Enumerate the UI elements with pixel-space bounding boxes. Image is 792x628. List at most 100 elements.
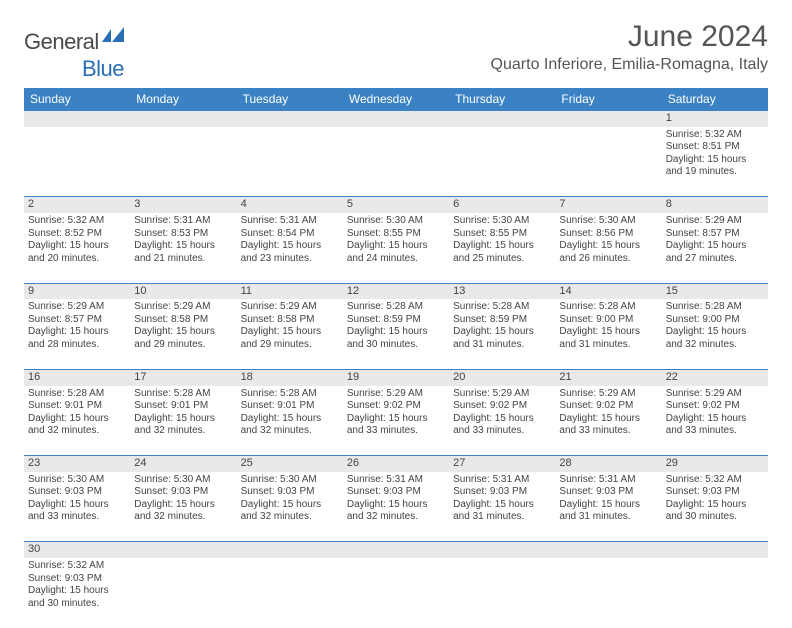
daylight-line-2: and 32 minutes. (666, 339, 764, 352)
sunrise-line: Sunrise: 5:31 AM (559, 474, 657, 487)
day-body-cell: Sunrise: 5:28 AMSunset: 9:00 PMDaylight:… (662, 299, 768, 369)
day-body-cell: Sunrise: 5:30 AMSunset: 8:56 PMDaylight:… (555, 213, 661, 283)
day-number-cell: 13 (449, 283, 555, 299)
daynum-row: 23242526272829 (24, 456, 768, 472)
body-row: Sunrise: 5:32 AMSunset: 8:51 PMDaylight:… (24, 127, 768, 197)
day-number-cell: 30 (24, 542, 130, 558)
day-body-cell: Sunrise: 5:28 AMSunset: 9:01 PMDaylight:… (130, 386, 236, 456)
weekday-header: Friday (555, 88, 661, 111)
sunrise-line: Sunrise: 5:29 AM (559, 388, 657, 401)
day-body-cell: Sunrise: 5:31 AMSunset: 9:03 PMDaylight:… (343, 472, 449, 542)
daylight-line-1: Daylight: 15 hours (347, 326, 445, 339)
day-body-cell: Sunrise: 5:28 AMSunset: 9:01 PMDaylight:… (24, 386, 130, 456)
sunrise-line: Sunrise: 5:30 AM (134, 474, 232, 487)
daylight-line-1: Daylight: 15 hours (347, 413, 445, 426)
sunset-line: Sunset: 9:02 PM (347, 400, 445, 413)
sunset-line: Sunset: 9:00 PM (559, 314, 657, 327)
sunset-line: Sunset: 8:55 PM (347, 228, 445, 241)
daylight-line-1: Daylight: 15 hours (559, 413, 657, 426)
day-number-cell: 26 (343, 456, 449, 472)
weekday-header: Monday (130, 88, 236, 111)
day-body-cell: Sunrise: 5:29 AMSunset: 9:02 PMDaylight:… (555, 386, 661, 456)
sunrise-line: Sunrise: 5:32 AM (28, 215, 126, 228)
day-number-cell (449, 111, 555, 127)
daylight-line-2: and 29 minutes. (134, 339, 232, 352)
weekday-header-row: Sunday Monday Tuesday Wednesday Thursday… (24, 88, 768, 111)
day-body-cell: Sunrise: 5:30 AMSunset: 8:55 PMDaylight:… (343, 213, 449, 283)
day-body-cell (555, 127, 661, 197)
day-body-cell: Sunrise: 5:29 AMSunset: 8:57 PMDaylight:… (24, 299, 130, 369)
daylight-line-1: Daylight: 15 hours (453, 499, 551, 512)
day-body-cell: Sunrise: 5:29 AMSunset: 8:58 PMDaylight:… (237, 299, 343, 369)
day-body-cell: Sunrise: 5:29 AMSunset: 9:02 PMDaylight:… (343, 386, 449, 456)
day-body-cell (237, 558, 343, 628)
day-number-cell (343, 542, 449, 558)
logo-text-blue: Blue (82, 56, 124, 81)
daylight-line-1: Daylight: 15 hours (666, 154, 764, 167)
daylight-line-2: and 26 minutes. (559, 253, 657, 266)
day-number-cell: 6 (449, 197, 555, 213)
day-number-cell (555, 542, 661, 558)
day-body-cell (343, 127, 449, 197)
daylight-line-2: and 31 minutes. (453, 511, 551, 524)
daylight-line-2: and 30 minutes. (28, 598, 126, 611)
day-number-cell: 28 (555, 456, 661, 472)
weekday-header: Saturday (662, 88, 768, 111)
sunrise-line: Sunrise: 5:29 AM (28, 301, 126, 314)
daylight-line-2: and 21 minutes. (134, 253, 232, 266)
month-title: June 2024 (491, 20, 768, 54)
day-number-cell: 21 (555, 369, 661, 385)
daylight-line-1: Daylight: 15 hours (453, 240, 551, 253)
daylight-line-1: Daylight: 15 hours (28, 326, 126, 339)
sunrise-line: Sunrise: 5:29 AM (453, 388, 551, 401)
daylight-line-1: Daylight: 15 hours (666, 413, 764, 426)
daylight-line-2: and 23 minutes. (241, 253, 339, 266)
day-number-cell: 23 (24, 456, 130, 472)
sunrise-line: Sunrise: 5:28 AM (559, 301, 657, 314)
daylight-line-1: Daylight: 15 hours (241, 499, 339, 512)
day-number-cell: 4 (237, 197, 343, 213)
sunset-line: Sunset: 9:03 PM (559, 486, 657, 499)
sunset-line: Sunset: 8:58 PM (241, 314, 339, 327)
daylight-line-2: and 28 minutes. (28, 339, 126, 352)
weekday-header: Tuesday (237, 88, 343, 111)
day-number-cell (555, 111, 661, 127)
sunset-line: Sunset: 9:02 PM (453, 400, 551, 413)
body-row: Sunrise: 5:29 AMSunset: 8:57 PMDaylight:… (24, 299, 768, 369)
sunrise-line: Sunrise: 5:28 AM (666, 301, 764, 314)
day-body-cell: Sunrise: 5:30 AMSunset: 8:55 PMDaylight:… (449, 213, 555, 283)
daylight-line-2: and 31 minutes. (453, 339, 551, 352)
sunrise-line: Sunrise: 5:29 AM (241, 301, 339, 314)
day-number-cell (130, 542, 236, 558)
day-body-cell: Sunrise: 5:32 AMSunset: 9:03 PMDaylight:… (24, 558, 130, 628)
day-number-cell: 29 (662, 456, 768, 472)
sunrise-line: Sunrise: 5:31 AM (453, 474, 551, 487)
daylight-line-2: and 33 minutes. (347, 425, 445, 438)
sunrise-line: Sunrise: 5:28 AM (453, 301, 551, 314)
daylight-line-1: Daylight: 15 hours (559, 499, 657, 512)
sunset-line: Sunset: 9:03 PM (134, 486, 232, 499)
sunrise-line: Sunrise: 5:30 AM (28, 474, 126, 487)
daylight-line-2: and 30 minutes. (666, 511, 764, 524)
daylight-line-1: Daylight: 15 hours (134, 240, 232, 253)
sunset-line: Sunset: 9:01 PM (28, 400, 126, 413)
day-number-cell: 22 (662, 369, 768, 385)
day-body-cell (555, 558, 661, 628)
sunrise-line: Sunrise: 5:31 AM (347, 474, 445, 487)
day-body-cell: Sunrise: 5:29 AMSunset: 9:02 PMDaylight:… (449, 386, 555, 456)
day-body-cell: Sunrise: 5:32 AMSunset: 9:03 PMDaylight:… (662, 472, 768, 542)
daynum-row: 16171819202122 (24, 369, 768, 385)
daylight-line-2: and 32 minutes. (134, 425, 232, 438)
sunset-line: Sunset: 8:51 PM (666, 141, 764, 154)
sunrise-line: Sunrise: 5:28 AM (28, 388, 126, 401)
sunrise-line: Sunrise: 5:32 AM (28, 560, 126, 573)
day-body-cell (662, 558, 768, 628)
day-body-cell: Sunrise: 5:31 AMSunset: 9:03 PMDaylight:… (449, 472, 555, 542)
day-body-cell: Sunrise: 5:30 AMSunset: 9:03 PMDaylight:… (24, 472, 130, 542)
day-number-cell (130, 111, 236, 127)
sunrise-line: Sunrise: 5:28 AM (134, 388, 232, 401)
daylight-line-1: Daylight: 15 hours (666, 499, 764, 512)
day-body-cell: Sunrise: 5:28 AMSunset: 9:00 PMDaylight:… (555, 299, 661, 369)
day-body-cell (343, 558, 449, 628)
daynum-row: 30 (24, 542, 768, 558)
